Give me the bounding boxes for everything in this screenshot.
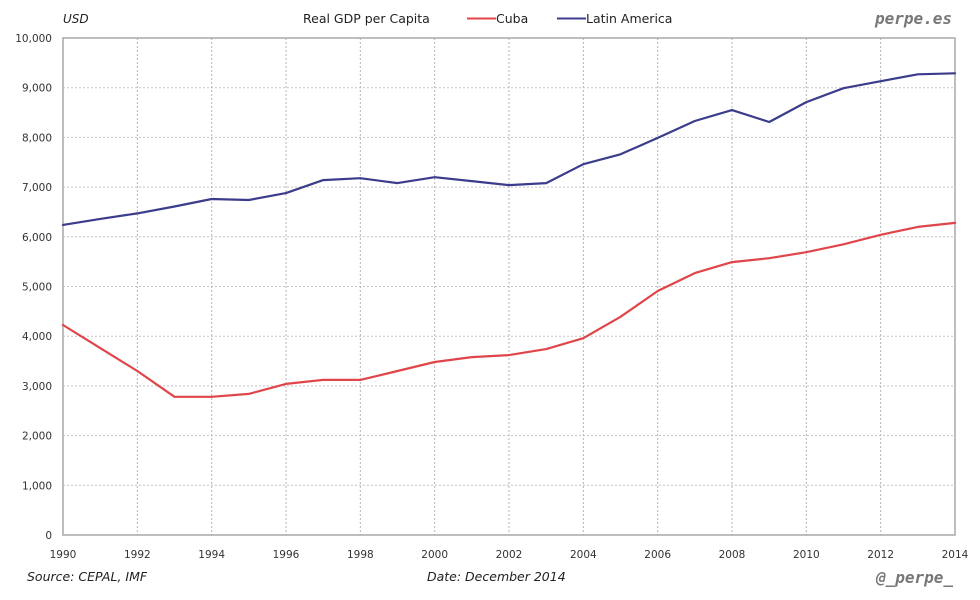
series-line-latin-america	[61, 72, 957, 226]
legend: Cuba Latin America	[467, 11, 672, 26]
x-tick-label: 2012	[867, 549, 894, 561]
x-tick-label: 1994	[198, 549, 225, 561]
x-axis-ticks: 1990 1992 1994 1996 1998 2000 2002 2004 2006 2008…	[50, 549, 969, 561]
legend-item-cuba: Cuba	[467, 11, 528, 26]
y-tick-label: 3,000	[22, 381, 52, 393]
x-tick-label: 1992	[124, 549, 151, 561]
y-tick-label: 5,000	[22, 282, 52, 294]
chart-title: Real GDP per Capita	[303, 11, 430, 26]
legend-label-cuba: Cuba	[496, 11, 528, 26]
y-tick-label: 1,000	[22, 480, 52, 492]
y-tick-label: 10,000	[15, 33, 52, 45]
x-tick-label: 1998	[347, 549, 374, 561]
y-tick-label: 4,000	[22, 331, 52, 343]
x-tick-label: 2006	[644, 549, 671, 561]
grid	[63, 38, 955, 535]
x-tick-label: 2014	[942, 549, 969, 561]
y-tick-label: 2,000	[22, 431, 52, 443]
x-tick-label: 2008	[719, 549, 746, 561]
x-tick-label: 2000	[421, 549, 448, 561]
y-tick-label: 8,000	[22, 132, 52, 144]
x-tick-label: 2002	[496, 549, 523, 561]
x-tick-label: 2010	[793, 549, 820, 561]
series-layer	[61, 72, 957, 398]
x-tick-label: 2004	[570, 549, 597, 561]
x-tick-label: 1996	[273, 549, 300, 561]
y-tick-label: 7,000	[22, 182, 52, 194]
y-tick-label: 0	[45, 530, 52, 542]
x-tick-label: 1990	[50, 549, 77, 561]
date-note: Date: December 2014	[427, 569, 566, 584]
y-tick-label: 6,000	[22, 232, 52, 244]
brand-watermark: perpe.es	[874, 9, 952, 28]
plot-frame	[62, 37, 956, 536]
y-axis-ticks: 0 1,000 2,000 3,000 4,000 5,000 6,000 7,000 8,00…	[15, 33, 52, 542]
source-note: Source: CEPAL, IMF	[27, 569, 148, 584]
y-axis-unit-label: USD	[63, 12, 89, 26]
series-line-cuba	[61, 221, 957, 398]
legend-label-latin-america: Latin America	[586, 11, 672, 26]
twitter-handle: @_perpe_	[875, 568, 953, 587]
y-tick-label: 9,000	[22, 83, 52, 95]
legend-item-latin-america: Latin America	[557, 11, 672, 26]
